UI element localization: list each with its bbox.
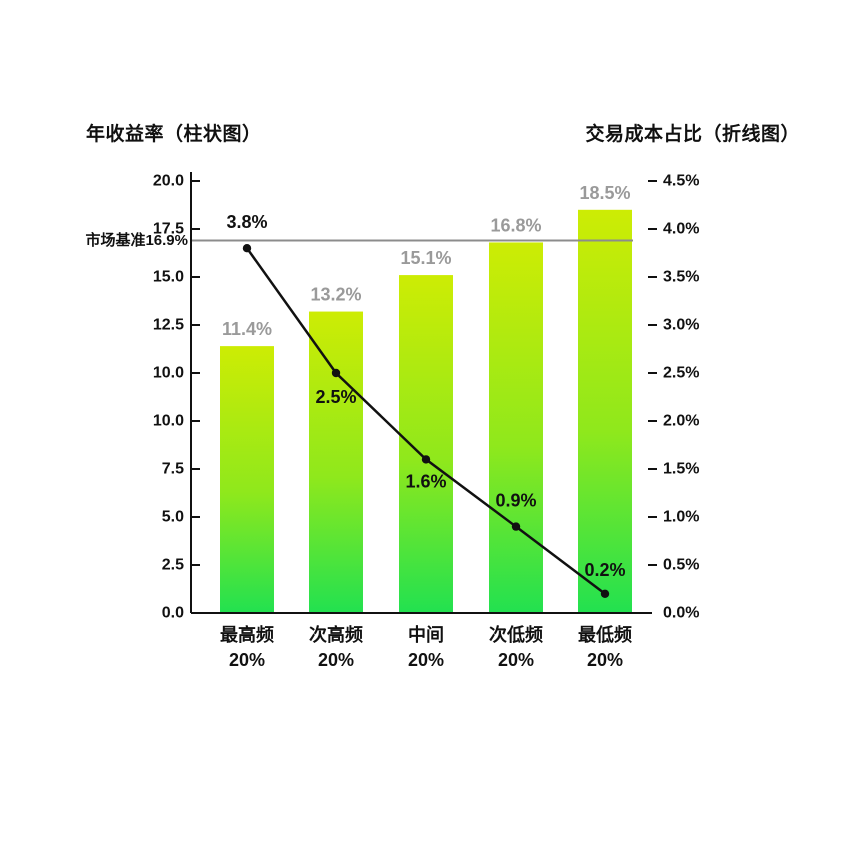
line-point [600,589,610,598]
bar [489,242,543,613]
category-sublabel: 20% [318,650,354,670]
bar-value-label: 15.1% [400,248,451,268]
right-tick-label: 1.0% [663,509,699,526]
bar-value-label: 11.4% [222,319,272,339]
right-tick-label: 0.0% [663,605,699,622]
line-point-label: 0.2% [584,560,625,580]
category-sublabel: 20% [229,650,265,670]
category-sublabel: 20% [587,650,623,670]
right-tick-label: 4.0% [663,221,699,238]
bar [220,346,274,613]
line-point [421,455,431,464]
left-tick-label: 5.0 [162,509,184,526]
category-label: 次低频 [489,624,543,645]
bar [399,275,453,613]
bar [578,209,632,614]
left-tick-label: 10.0 [153,365,184,382]
left-tick-label: 0.0 [162,605,184,622]
line-point-label: 1.6% [405,471,446,491]
line-point [511,522,521,531]
left-tick-label: 2.5 [162,557,184,574]
line-point-label: 2.5% [315,387,356,407]
line-point [242,244,252,253]
right-tick-label: 0.5% [663,557,699,574]
category-label: 次高频 [309,624,363,645]
bar-value-label: 18.5% [579,183,630,203]
left-tick-label: 7.5 [162,461,184,478]
category-sublabel: 20% [498,650,534,670]
line-point [331,368,341,378]
right-tick-label: 3.5% [663,269,699,286]
left-tick-label: 17.5 [153,221,184,238]
left-tick-label: 12.5 [153,317,184,334]
bar [309,311,363,613]
right-tick-label: 3.0% [663,317,699,334]
left-tick-label: 10.0 [153,413,184,430]
category-sublabel: 20% [408,650,444,670]
right-axis-title: 交易成本占比（折线图） [585,124,800,145]
line-point-label: 3.8% [226,212,267,232]
left-axis-title: 年收益率（柱状图） [86,124,262,145]
bar-value-label: 13.2% [310,285,361,305]
category-label: 最高频 [220,624,274,645]
line-point-label: 0.9% [495,491,536,511]
category-label: 中间 [408,624,444,645]
left-tick-label: 15.0 [153,269,184,286]
category-label: 最低频 [578,624,632,645]
right-tick-label: 2.5% [663,365,699,382]
right-tick-label: 4.5% [663,173,699,190]
left-tick-label: 20.0 [153,173,184,190]
bar-value-label: 16.8% [490,215,541,235]
right-tick-label: 2.0% [663,413,699,430]
benchmark-label: 市场基准16.9% [85,231,188,249]
right-tick-label: 1.5% [663,461,699,478]
